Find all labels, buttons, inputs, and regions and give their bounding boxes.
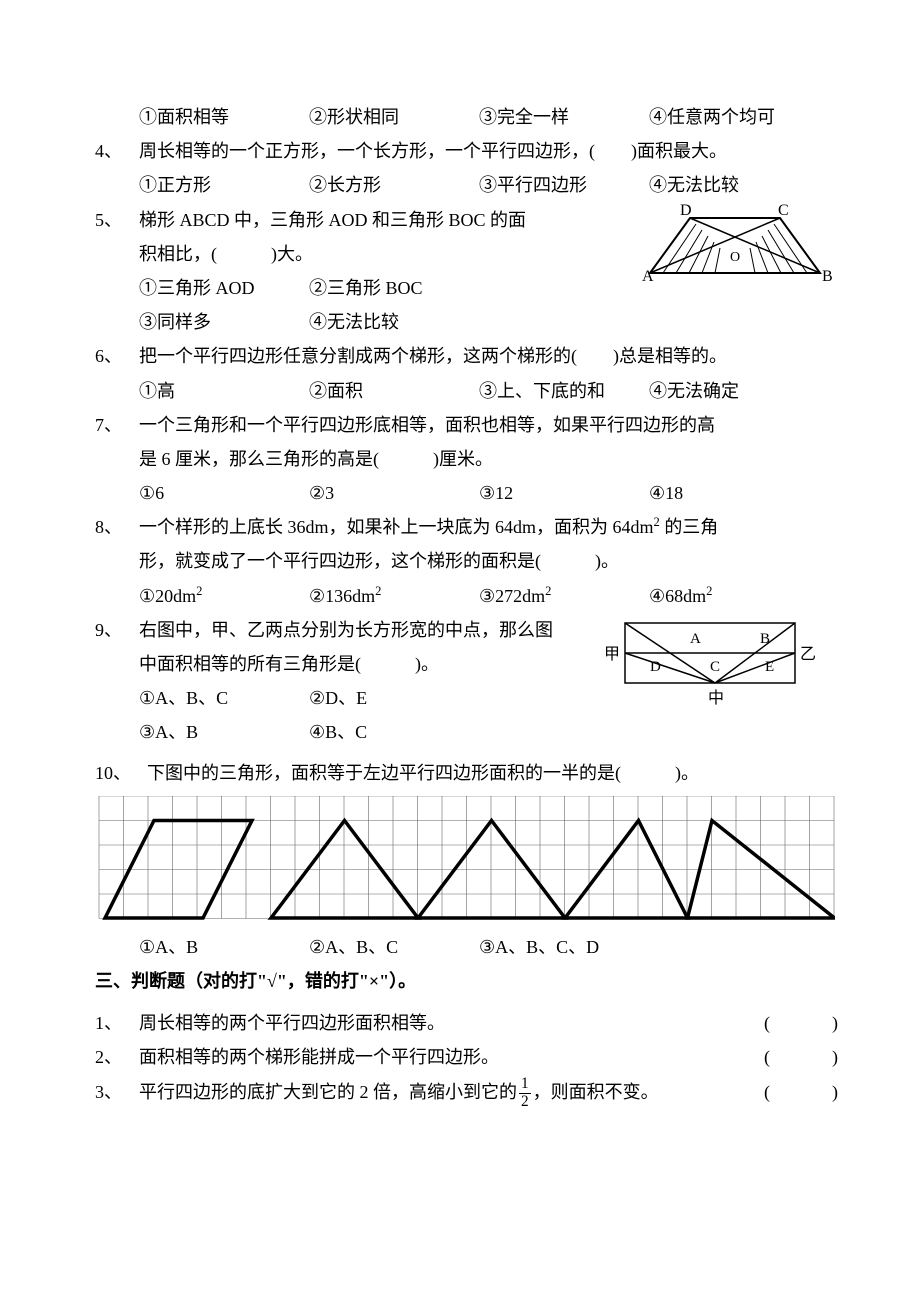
q10-grid-figure: [95, 796, 835, 926]
q7-opt-1: ①6: [139, 476, 309, 510]
q4-text: 周长相等的一个正方形，一个长方形，一个平行四边形，( )面积最大。: [139, 134, 840, 168]
q9-opt-4: ④B、C: [309, 715, 479, 749]
q4-opt-3: ③平行四边形: [479, 168, 649, 202]
q9: 9、 右图中，甲、乙两点分别为长方形宽的中点，那么图 中面积相等的所有三角形是(…: [95, 613, 840, 750]
q5-opt-2: ②三角形 BOC: [309, 271, 479, 305]
q8-options: ①20dm2 ②136dm2 ③272dm2 ④68dm2: [95, 579, 840, 613]
q3-opt-3: ③完全一样: [479, 100, 649, 134]
q5-opt-4: ④无法比较: [309, 305, 479, 339]
j3-paren: ( ): [740, 1075, 840, 1111]
q6: 6、 把一个平行四边形任意分割成两个梯形，这两个梯形的( )总是相等的。: [95, 339, 840, 373]
j1-num: 1、: [95, 1006, 139, 1040]
q10-opt-1: ①A、B: [139, 930, 309, 964]
q4-options: ①正方形 ②长方形 ③平行四边形 ④无法比较: [95, 168, 840, 202]
q9-opt-3: ③A、B: [139, 715, 309, 749]
q3-opt-2: ②形状相同: [309, 100, 479, 134]
j1-text: 周长相等的两个平行四边形面积相等。: [139, 1006, 740, 1040]
q7-opt-4: ④18: [649, 476, 819, 510]
q8-num: 8、: [95, 510, 139, 544]
q7-num: 7、: [95, 408, 139, 442]
q4-num: 4、: [95, 134, 139, 168]
q7: 7、 一个三角形和一个平行四边形底相等，面积也相等，如果平行四边形的高: [95, 408, 840, 442]
label-yi: 乙: [800, 646, 816, 663]
q8-opt-1: ①20dm2: [139, 579, 309, 613]
j2-text: 面积相等的两个梯形能拼成一个平行四边形。: [139, 1040, 740, 1074]
label-b: B: [822, 268, 833, 285]
j3-text: 平行四边形的底扩大到它的 2 倍，高缩小到它的12，则面积不变。: [139, 1075, 740, 1111]
q9-l1: 右图中，甲、乙两点分别为长方形宽的中点，那么图: [139, 613, 590, 647]
q4-opt-1: ①正方形: [139, 168, 309, 202]
q6-opt-4: ④无法确定: [649, 374, 819, 408]
rect-diagram: 甲 乙 中 A B D C E: [600, 613, 840, 713]
q5-num: 5、: [95, 203, 139, 237]
q7-l1: 一个三角形和一个平行四边形底相等，面积也相等，如果平行四边形的高: [139, 408, 840, 442]
q9-opt-1: ①A、B、C: [139, 681, 309, 715]
label-jia: 甲: [604, 646, 620, 663]
label-a9: A: [690, 631, 701, 647]
judge-1: 1、 周长相等的两个平行四边形面积相等。 ( ): [95, 1006, 840, 1040]
q5-opt-3: ③同样多: [139, 305, 309, 339]
judge-3: 3、 平行四边形的底扩大到它的 2 倍，高缩小到它的12，则面积不变。 ( ): [95, 1075, 840, 1111]
q8-opt-3: ③272dm2: [479, 579, 649, 613]
q10: 10、 下图中的三角形，面积等于左边平行四边形面积的一半的是( )。: [95, 756, 840, 790]
q5-l2: 积相比，( )大。: [95, 237, 620, 271]
q5-opt-1: ①三角形 AOD: [139, 271, 309, 305]
label-a: A: [642, 268, 654, 285]
label-zhong: 中: [708, 689, 724, 707]
label-c: C: [778, 203, 789, 219]
q10-opt-2: ②A、B、C: [309, 930, 479, 964]
label-b9: B: [760, 631, 770, 647]
q7-opt-2: ②3: [309, 476, 479, 510]
q4-opt-4: ④无法比较: [649, 168, 819, 202]
q8: 8、 一个样形的上底长 36dm，如果补上一块底为 64dm，面积为 64dm2…: [95, 510, 840, 544]
q6-opt-1: ①高: [139, 374, 309, 408]
j2-paren: ( ): [740, 1040, 840, 1074]
j3-num: 3、: [95, 1075, 139, 1111]
fraction-icon: 12: [519, 1076, 531, 1111]
j1-paren: ( ): [740, 1006, 840, 1040]
q5: 5、 梯形 ABCD 中，三角形 AOD 和三角形 BOC 的面 积相比，( )…: [95, 203, 840, 340]
label-d: D: [680, 203, 692, 219]
q9-l2: 中面积相等的所有三角形是( )。: [95, 647, 590, 681]
q8-opt-2: ②136dm2: [309, 579, 479, 613]
q6-opt-2: ②面积: [309, 374, 479, 408]
label-c9: C: [710, 659, 720, 675]
q10-options: ①A、B ②A、B、C ③A、B、C、D: [95, 930, 840, 964]
q7-options: ①6 ②3 ③12 ④18: [95, 476, 840, 510]
q8-l1: 一个样形的上底长 36dm，如果补上一块底为 64dm，面积为 64dm2 的三…: [139, 510, 840, 544]
q5-l1: 梯形 ABCD 中，三角形 AOD 和三角形 BOC 的面: [139, 203, 620, 237]
q9-num: 9、: [95, 613, 139, 647]
trapezoid-diagram: A B C D O: [630, 203, 840, 293]
q6-opt-3: ③上、下底的和: [479, 374, 649, 408]
label-o: O: [730, 250, 740, 265]
q5-figure: A B C D O: [620, 203, 840, 304]
q3-opt-1: ①面积相等: [139, 100, 309, 134]
j2-num: 2、: [95, 1040, 139, 1074]
q10-num: 10、: [95, 756, 147, 790]
q7-opt-3: ③12: [479, 476, 649, 510]
label-d9: D: [650, 659, 661, 675]
q8-l2: 形，就变成了一个平行四边形，这个梯形的面积是( )。: [95, 544, 840, 578]
q8-opt-4: ④68dm2: [649, 579, 819, 613]
q6-options: ①高 ②面积 ③上、下底的和 ④无法确定: [95, 374, 840, 408]
section3-head: 三、判断题（对的打"√"，错的打"×"）。: [95, 964, 840, 998]
q3-opt-4: ④任意两个均可: [649, 100, 819, 134]
q3-options: ①面积相等 ②形状相同 ③完全一样 ④任意两个均可: [95, 100, 840, 134]
q6-num: 6、: [95, 339, 139, 373]
label-e9: E: [765, 659, 774, 675]
q7-l2: 是 6 厘米，那么三角形的高是( )厘米。: [95, 442, 840, 476]
q10-opt-3: ③A、B、C、D: [479, 930, 699, 964]
q9-opt-2: ②D、E: [309, 681, 479, 715]
q10-text: 下图中的三角形，面积等于左边平行四边形面积的一半的是( )。: [147, 756, 840, 790]
judge-2: 2、 面积相等的两个梯形能拼成一个平行四边形。 ( ): [95, 1040, 840, 1074]
q9-figure: 甲 乙 中 A B D C E: [590, 613, 840, 724]
q4: 4、 周长相等的一个正方形，一个长方形，一个平行四边形，( )面积最大。: [95, 134, 840, 168]
q4-opt-2: ②长方形: [309, 168, 479, 202]
q6-text: 把一个平行四边形任意分割成两个梯形，这两个梯形的( )总是相等的。: [139, 339, 840, 373]
